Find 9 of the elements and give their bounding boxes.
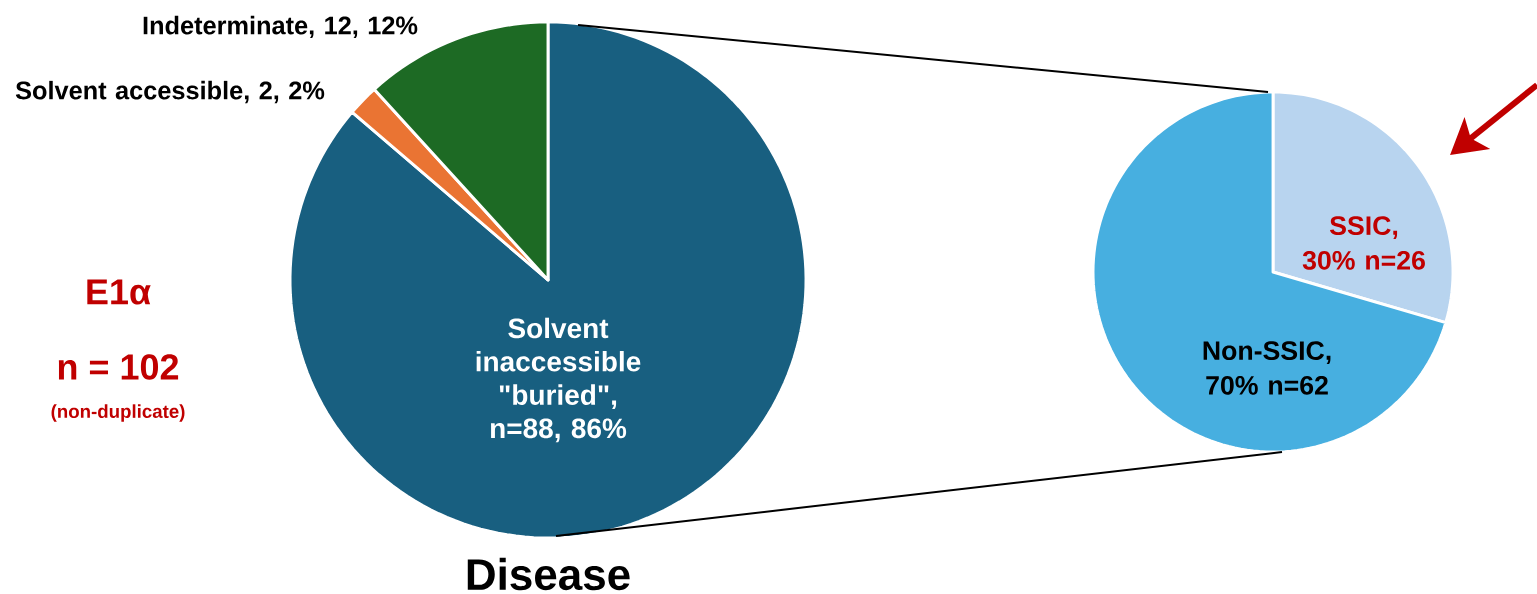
slice-label: Solvent inaccessible "buried", n=88, 86% (476, 317, 641, 443)
slice-label: Indeterminate, 12, 12% (143, 15, 418, 39)
text: E1α (87, 279, 151, 305)
text: (non-duplicate) (51, 404, 185, 422)
slice-label: SSIC, 30% n=26 (1302, 216, 1425, 270)
text: Disease (467, 557, 630, 591)
slice-label: Non-SSIC, 70% n=62 (1203, 341, 1331, 395)
text: n = 102 (58, 354, 179, 380)
slice-label: Solvent accessible, 2, 2% (15, 80, 325, 104)
